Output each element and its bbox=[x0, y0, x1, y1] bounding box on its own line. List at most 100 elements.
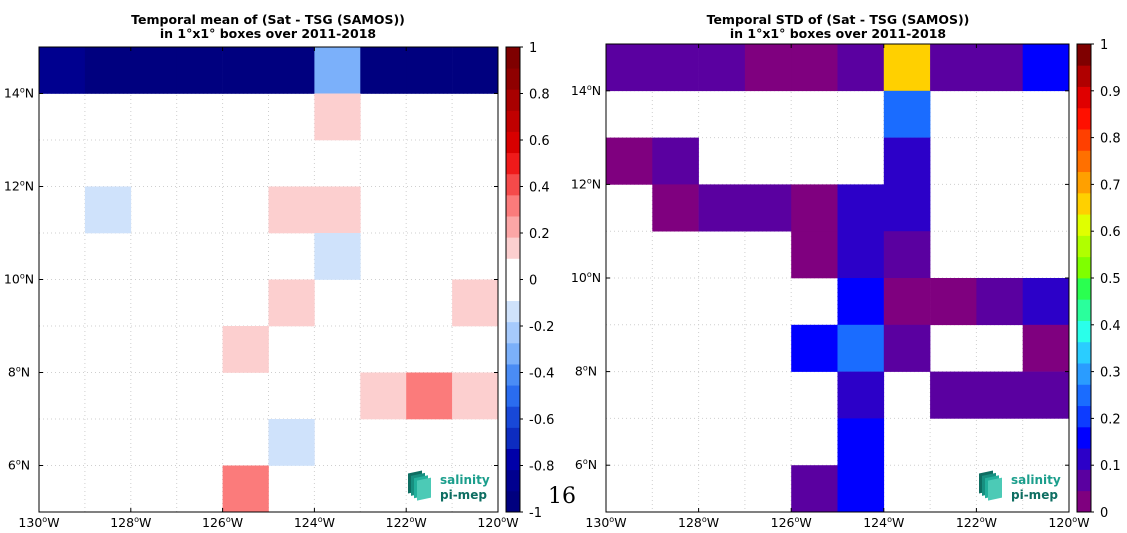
colorbar-tick-label: -0.8 bbox=[529, 460, 554, 475]
y-tick-label: 6oN bbox=[8, 458, 30, 473]
heatmap-cell bbox=[698, 184, 746, 232]
colorbar-swatch bbox=[1077, 86, 1091, 109]
colorbar-tick-label: 0.6 bbox=[1100, 225, 1121, 240]
heatmap-cell bbox=[222, 326, 269, 373]
heatmap-cell bbox=[314, 93, 361, 141]
heatmap-cell bbox=[314, 233, 361, 280]
heatmap-cell bbox=[176, 47, 223, 94]
logo-mark bbox=[417, 477, 431, 501]
heatmap-cell bbox=[406, 372, 453, 420]
x-tick-label: 124oW bbox=[863, 515, 904, 529]
heatmap-cell bbox=[39, 47, 86, 94]
colorbar-swatch bbox=[1077, 341, 1091, 364]
heatmap-cell bbox=[606, 44, 653, 92]
y-tick-label: 14oN bbox=[571, 83, 601, 98]
colorbar-tick-label: 0 bbox=[529, 274, 537, 289]
x-tick-label: 122oW bbox=[386, 515, 427, 529]
colorbar-swatch bbox=[1077, 65, 1091, 87]
colorbar-swatch bbox=[1077, 256, 1091, 279]
colorbar-swatch bbox=[506, 89, 520, 111]
cells bbox=[606, 44, 1070, 513]
heatmap-cell bbox=[837, 231, 885, 279]
chart-title: Temporal mean of (Sat - TSG (SAMOS)) bbox=[131, 12, 405, 27]
colorbar-swatch bbox=[1077, 363, 1091, 385]
x-tick-label: 128oW bbox=[110, 515, 151, 529]
colorbar-swatch bbox=[506, 321, 520, 344]
page-number: 16 bbox=[548, 484, 576, 509]
heatmap-cell bbox=[268, 47, 315, 94]
chart-1: Temporal mean of (Sat - TSG (SAMOS))in 1… bbox=[4, 12, 554, 530]
heatmap-cell bbox=[84, 47, 132, 94]
heatmap-cell bbox=[791, 465, 838, 513]
heatmap-cell bbox=[837, 44, 885, 92]
heatmap-cell bbox=[130, 47, 177, 94]
logo-text-line2: pi-mep bbox=[440, 488, 487, 502]
heatmap-cell bbox=[698, 44, 746, 92]
heatmap-cell bbox=[976, 278, 1023, 326]
colorbar-tick-label: -1 bbox=[529, 506, 542, 521]
chart-title: Temporal STD of (Sat - TSG (SAMOS)) bbox=[707, 12, 970, 27]
colorbar-tick-label: 0.4 bbox=[1100, 319, 1121, 334]
colorbar-swatch bbox=[1077, 278, 1091, 300]
heatmap-cell bbox=[314, 186, 361, 234]
heatmap-cell bbox=[360, 372, 407, 420]
heatmap-cell bbox=[406, 47, 453, 94]
x-tick-label: 122oW bbox=[956, 515, 997, 529]
colorbar-tick-label: 0.1 bbox=[1100, 459, 1121, 474]
heatmap-cell bbox=[930, 44, 977, 92]
colorbar-swatch bbox=[1077, 469, 1091, 492]
heatmap-cell bbox=[1022, 278, 1070, 326]
heatmap-cell bbox=[652, 137, 699, 185]
colorbar-tick-label: 0.7 bbox=[1100, 178, 1121, 193]
colorbar: 1 0.9 0.8 0.7 0.6 0.5 0.4 0.3 0.2 0.1 0 bbox=[1076, 38, 1121, 521]
logo-text-line1: salinity bbox=[1011, 473, 1061, 487]
colorbar-tick-label: -0.6 bbox=[529, 413, 554, 428]
colorbar-swatch bbox=[1077, 192, 1091, 215]
colorbar-swatch bbox=[1077, 299, 1091, 321]
colorbar-swatch bbox=[1077, 129, 1091, 151]
colorbar-tick-label: 0 bbox=[1100, 506, 1108, 521]
colorbar-swatch bbox=[1077, 235, 1091, 258]
colorbar-swatch bbox=[506, 258, 520, 280]
heatmap-cell bbox=[314, 47, 361, 94]
y-tick-label: 8oN bbox=[575, 364, 597, 379]
colorbar-swatch bbox=[506, 490, 520, 513]
colorbar-swatch bbox=[1077, 405, 1091, 428]
colorbar-tick-label: 0.2 bbox=[529, 227, 550, 242]
colorbar-swatch bbox=[506, 406, 520, 428]
colorbar-swatch bbox=[506, 47, 520, 69]
heatmap-cell bbox=[837, 371, 885, 419]
x-tick-label: 120oW bbox=[477, 515, 518, 529]
y-tick-label: 8oN bbox=[8, 365, 30, 380]
y-tick-label: 12oN bbox=[571, 176, 601, 191]
colorbar-swatch bbox=[506, 131, 520, 154]
colorbar-swatch bbox=[506, 237, 520, 259]
colorbar-swatch bbox=[506, 364, 520, 386]
chart-2: Temporal STD of (Sat - TSG (SAMOS))in 1°… bbox=[571, 12, 1121, 530]
colorbar-swatch bbox=[506, 216, 520, 238]
heatmap-cell bbox=[222, 47, 269, 94]
heatmap-cell bbox=[268, 279, 315, 327]
colorbar-tick-label: -0.2 bbox=[529, 320, 554, 335]
heatmap-cell bbox=[930, 371, 977, 419]
logo-text-line1: salinity bbox=[440, 473, 490, 487]
heatmap-cell bbox=[976, 44, 1023, 92]
colorbar-swatch bbox=[506, 68, 520, 90]
heatmap-cell bbox=[976, 371, 1023, 419]
heatmap-cell bbox=[652, 184, 699, 232]
heatmap-cell bbox=[652, 44, 699, 92]
y-tick-label: 14oN bbox=[4, 86, 34, 101]
heatmap-cell bbox=[837, 184, 885, 232]
colorbar-tick-label: 0.8 bbox=[1100, 132, 1121, 147]
colorbar-tick-label: 0.4 bbox=[529, 181, 550, 196]
colorbar-swatch bbox=[506, 152, 520, 175]
heatmap-cell bbox=[222, 465, 269, 513]
heatmap-cell bbox=[606, 137, 653, 185]
heatmap-cell bbox=[883, 90, 931, 138]
heatmap-cell bbox=[837, 324, 885, 372]
y-tick-label: 10oN bbox=[571, 270, 601, 285]
heatmap-cell bbox=[883, 231, 931, 279]
heatmap-cell bbox=[744, 44, 792, 92]
